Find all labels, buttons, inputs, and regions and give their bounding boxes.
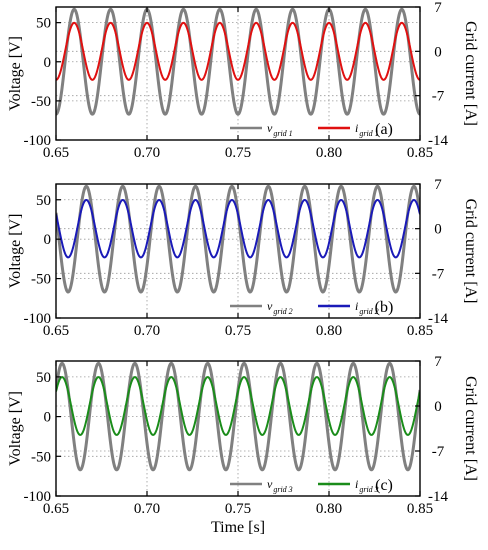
- x-tick-label: 0.80: [316, 145, 342, 161]
- legend-subscript: grid 1: [273, 129, 292, 138]
- x-tick-label: 0.70: [134, 323, 160, 339]
- legend-symbol: v: [267, 477, 273, 491]
- y-right-axis-label: Grid current [A]: [462, 199, 479, 304]
- legend-label-v: vgrid 3: [267, 477, 293, 494]
- y-left-tick-label: -100: [24, 311, 52, 327]
- y-left-tick-label: 0: [44, 232, 52, 248]
- panel-1: 0.65 0.70 0.75 0.80 0.85 50 0 -50 -100 7 0 -7 -14 Vol…: [7, 0, 479, 161]
- legend-symbol: i: [355, 299, 358, 313]
- panel-label: (c): [375, 477, 393, 494]
- y-right-tick-label: -14: [428, 133, 448, 149]
- x-tick-label: 0.80: [316, 501, 342, 517]
- legend-label-i: igrid 1: [355, 121, 379, 138]
- legend: vgrid 1 igrid 1: [230, 121, 379, 138]
- y-left-tick-label: -100: [24, 489, 52, 505]
- legend-symbol: v: [267, 121, 273, 135]
- y-axis-right: 7 0 -7 -14: [415, 354, 448, 505]
- x-tick-label: 0.70: [134, 145, 160, 161]
- y-right-tick-label: -7: [432, 89, 445, 105]
- x-tick-label: 0.85: [407, 501, 433, 517]
- series-line-i-3: [56, 376, 420, 436]
- x-tick-label: 0.65: [43, 323, 69, 339]
- y-left-tick-label: -50: [31, 449, 51, 465]
- series-line-i-2: [56, 198, 420, 259]
- y-left-tick-label: -50: [31, 94, 51, 110]
- legend-subscript: grid 2: [273, 307, 292, 316]
- y-right-axis-label: Grid current [A]: [462, 21, 479, 126]
- legend-symbol: v: [267, 299, 273, 313]
- legend-subscript: grid 1: [359, 129, 378, 138]
- panel-3: 0.65 0.70 0.75 0.80 0.85 50 0 -50 -100 7 0 -7 -14 Vol…: [7, 354, 479, 536]
- y-left-tick-label: 0: [44, 55, 52, 71]
- y-left-tick-label: 50: [36, 370, 51, 386]
- panel-label: (a): [375, 121, 393, 138]
- x-axis: 0.65 0.70 0.75 0.80 0.85: [43, 361, 433, 517]
- y-axis-right: 7 0 -7 -14: [415, 0, 448, 149]
- legend-subscript: grid 3: [359, 485, 378, 494]
- y-axis-right: 7 0 -7 -14: [415, 177, 448, 327]
- legend-label-i: igrid 3: [355, 477, 379, 494]
- panel-label: (b): [375, 299, 394, 316]
- y-axis-left: 50 0 -50 -100: [24, 16, 61, 149]
- x-tick-label: 0.75: [225, 145, 251, 161]
- y-right-tick-label: 7: [434, 0, 442, 16]
- y-axis-left: 50 0 -50 -100: [24, 370, 61, 505]
- y-right-axis-label: Grid current [A]: [462, 376, 479, 481]
- y-right-tick-label: -7: [432, 444, 445, 460]
- y-right-tick-label: -14: [428, 489, 448, 505]
- y-left-axis-label: Voltage [V]: [7, 36, 24, 111]
- y-left-tick-label: -50: [31, 272, 51, 288]
- y-right-tick-label: -14: [428, 311, 448, 327]
- x-tick-label: 0.85: [407, 323, 433, 339]
- legend-label-i: igrid 2: [355, 299, 379, 316]
- x-tick-label: 0.75: [225, 323, 251, 339]
- y-left-tick-label: 50: [36, 16, 51, 32]
- x-tick-label: 0.85: [407, 145, 433, 161]
- legend-subscript: grid 3: [273, 485, 292, 494]
- x-axis: 0.65 0.70 0.75 0.80 0.85: [43, 7, 433, 161]
- x-axis-label: Time [s]: [211, 519, 265, 536]
- x-tick-label: 0.70: [134, 501, 160, 517]
- y-left-axis-label: Voltage [V]: [7, 214, 24, 289]
- x-tick-label: 0.65: [43, 145, 69, 161]
- series-line-i-1: [56, 21, 420, 81]
- legend-symbol: i: [355, 477, 358, 491]
- y-left-tick-label: -100: [24, 133, 52, 149]
- y-right-tick-label: 0: [434, 44, 442, 60]
- x-tick-label: 0.75: [225, 501, 251, 517]
- x-tick-label: 0.65: [43, 501, 69, 517]
- x-axis: 0.65 0.70 0.75 0.80 0.85: [43, 184, 433, 339]
- y-axis-left: 50 0 -50 -100: [24, 193, 61, 327]
- y-right-tick-label: -7: [432, 266, 445, 282]
- y-left-tick-label: 50: [36, 193, 51, 209]
- legend: vgrid 2 igrid 2: [230, 299, 379, 316]
- legend-label-v: vgrid 2: [267, 299, 293, 316]
- legend: vgrid 3 igrid 3: [230, 477, 379, 494]
- y-right-tick-label: 0: [434, 399, 442, 415]
- y-right-tick-label: 0: [434, 222, 442, 238]
- y-right-tick-label: 7: [434, 177, 442, 193]
- y-left-axis-label: Voltage [V]: [7, 391, 24, 466]
- legend-label-v: vgrid 1: [267, 121, 293, 138]
- y-left-tick-label: 0: [44, 410, 52, 426]
- y-right-tick-label: 7: [434, 354, 442, 370]
- x-tick-label: 0.80: [316, 323, 342, 339]
- legend-subscript: grid 2: [359, 307, 378, 316]
- legend-symbol: i: [355, 121, 358, 135]
- grid-lines: [56, 6, 420, 140]
- panel-2: 0.65 0.70 0.75 0.80 0.85 50 0 -50 -100 7 0 -7 -14 Vol…: [7, 177, 479, 339]
